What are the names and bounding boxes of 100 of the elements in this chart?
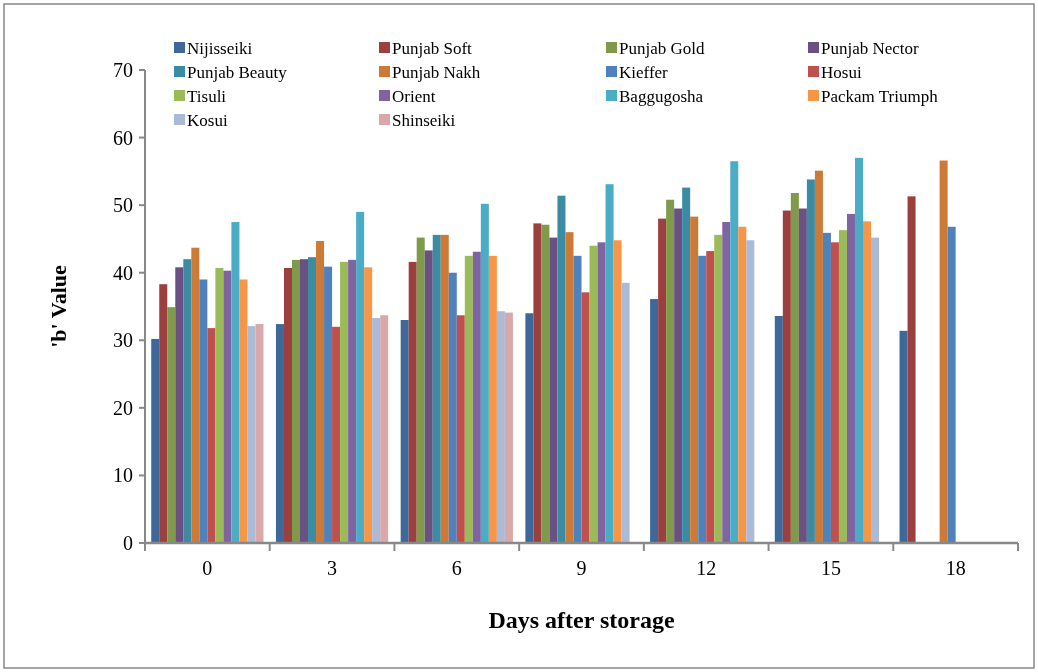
bar <box>275 324 284 543</box>
bar <box>658 218 667 543</box>
bar <box>541 224 550 543</box>
bar <box>308 257 317 543</box>
x-tick-label: 3 <box>327 557 338 579</box>
bar <box>798 208 807 543</box>
bar <box>706 251 715 543</box>
x-tick-label: 6 <box>451 557 462 579</box>
bar <box>432 234 441 543</box>
bar <box>291 259 300 543</box>
bar <box>774 315 783 543</box>
bar <box>947 226 956 543</box>
bar <box>565 232 574 543</box>
bar <box>255 324 264 543</box>
legend-label: Punjab Nakh <box>392 62 481 82</box>
bar <box>690 216 699 543</box>
bar <box>332 326 341 543</box>
bar <box>416 237 425 543</box>
bar <box>722 222 731 543</box>
bar <box>838 230 847 543</box>
y-tick-label: 10 <box>113 464 133 487</box>
bar <box>207 328 216 543</box>
bar <box>504 312 513 543</box>
bar <box>790 192 799 543</box>
bar <box>863 221 872 543</box>
bar <box>814 170 823 543</box>
bar <box>324 266 333 543</box>
bar <box>408 261 417 543</box>
legend-label: Shinseiki <box>392 110 456 130</box>
legend-label: Tisuli <box>187 86 227 106</box>
bar <box>605 184 614 543</box>
y-axis-title: 'b' Value <box>46 265 71 348</box>
legend-label: Punjab Nector <box>821 38 920 58</box>
bar <box>300 259 309 543</box>
y-tick-label: 70 <box>113 59 133 81</box>
legend-label: Punjab Soft <box>392 38 473 58</box>
bar <box>283 267 292 543</box>
bar <box>247 326 256 543</box>
y-tick-label: 20 <box>113 396 133 419</box>
y-tick-label: 50 <box>113 194 133 217</box>
bar <box>464 255 473 543</box>
bar <box>557 195 566 543</box>
y-tick-label: 30 <box>113 329 133 352</box>
legend-label: Kieffer <box>619 62 669 82</box>
bar <box>666 199 675 543</box>
bar <box>613 240 622 543</box>
bar <box>488 255 497 543</box>
legend-label: Kosui <box>187 110 228 130</box>
bar <box>533 223 542 543</box>
bar <box>714 234 723 543</box>
legend-label: Hosui <box>821 62 862 82</box>
bar <box>830 242 839 543</box>
bar <box>525 313 534 543</box>
bar <box>175 267 184 543</box>
bar <box>698 255 707 543</box>
bar <box>621 282 630 543</box>
bar <box>682 187 691 543</box>
bar <box>730 161 739 543</box>
legend-label: Packam Triumph <box>821 86 939 106</box>
bar <box>738 226 747 543</box>
bar <box>356 211 365 543</box>
bar <box>456 315 465 543</box>
x-tick-label: 0 <box>202 557 213 579</box>
bar <box>581 292 590 543</box>
bar <box>448 272 457 543</box>
bar <box>480 203 489 543</box>
bar <box>231 222 240 543</box>
x-tick-label: 9 <box>576 557 587 579</box>
bar <box>316 240 325 543</box>
bar <box>871 237 880 543</box>
legend-label: Baggugosha <box>619 86 704 106</box>
bar <box>151 338 160 543</box>
bar <box>674 208 683 543</box>
bar <box>650 299 659 543</box>
bar <box>549 237 558 543</box>
legend-label: Orient <box>392 86 436 106</box>
bar <box>239 279 248 543</box>
x-tick-label: 18 <box>945 557 966 579</box>
y-tick-label: 40 <box>113 261 133 284</box>
bar <box>597 242 606 543</box>
bar <box>806 179 815 543</box>
bar <box>822 232 831 543</box>
legend-label: Punjab Beauty <box>187 62 288 82</box>
bar <box>223 270 232 543</box>
legend-label: Punjab Gold <box>619 38 705 58</box>
bar <box>199 279 208 543</box>
bar <box>348 259 357 543</box>
y-tick-label: 0 <box>123 532 133 554</box>
legend-label: Nijisseiki <box>187 38 253 58</box>
bar <box>899 330 908 543</box>
bar <box>340 261 349 543</box>
bar <box>183 259 192 543</box>
x-tick-label: 12 <box>696 557 717 579</box>
bar <box>782 210 791 543</box>
bar <box>191 247 200 543</box>
bar <box>440 234 449 543</box>
bar <box>424 250 433 543</box>
bar <box>589 245 598 543</box>
x-axis-title: Days after storage <box>488 607 675 633</box>
bar <box>854 157 863 543</box>
